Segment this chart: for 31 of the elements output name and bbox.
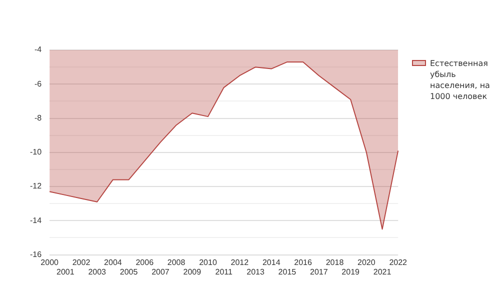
x-tick-label: 2005	[120, 267, 138, 276]
x-tick-label: 2014	[262, 258, 281, 267]
x-tick-label: 2001	[56, 267, 75, 276]
y-tick-label: -12	[30, 182, 42, 191]
x-tick-label: 2010	[199, 258, 218, 267]
x-tick-label: 2017	[310, 267, 328, 276]
x-tick-label: 2011	[215, 267, 233, 276]
x-tick-label: 2020	[358, 258, 376, 267]
x-tick-label: 2019	[342, 267, 360, 276]
x-tick-label: 2013	[246, 267, 265, 276]
x-tick-label: 2009	[183, 267, 202, 276]
x-tick-label: 2006	[136, 258, 154, 267]
x-tick-label: 2003	[88, 267, 107, 276]
x-tick-label: 2021	[373, 267, 392, 276]
x-tick-label: 2022	[389, 258, 408, 267]
x-tick-label: 2012	[230, 258, 250, 267]
x-tick-label: 2000	[40, 258, 60, 267]
x-tick-label: 2016	[294, 258, 312, 267]
y-tick-label: -10	[30, 148, 42, 157]
x-tick-label: 2007	[152, 267, 170, 276]
x-tick-label: 2004	[104, 258, 122, 267]
y-tick-label: -14	[30, 216, 42, 225]
x-tick-label: 2008	[167, 258, 186, 267]
legend-label: Естественная убыль населения, на 1000 человек	[430, 58, 491, 102]
y-tick-label: -8	[34, 113, 42, 122]
x-tick-label: 2015	[278, 267, 297, 276]
y-tick-label: -16	[30, 250, 42, 260]
y-tick-label: -6	[34, 79, 42, 88]
x-tick-label: 2002	[72, 258, 91, 267]
x-tick-label: 2018	[326, 258, 344, 267]
y-tick-label: -4	[34, 45, 42, 54]
